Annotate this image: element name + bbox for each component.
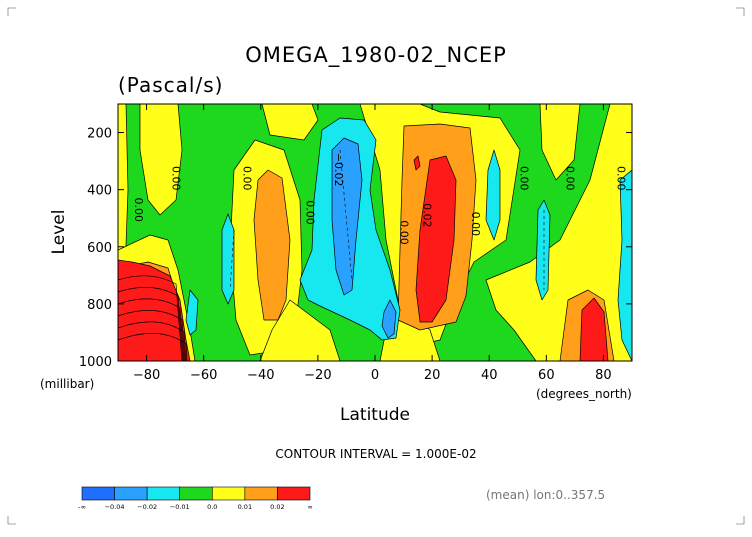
region-neg1-north-a [485,149,501,241]
x-tick-label: 80 [595,368,612,383]
x-tick-label: −20 [304,368,331,383]
x-axis-label: Latitude [340,405,410,425]
contour-labels: 0.00 0.00 0.00 0.00 −0.02 0.00 0.02 0.00 0.00 0.0… [132,153,628,245]
corner-mark [736,516,745,525]
colorbar-swatch [211,486,246,501]
x-tick-label: −80 [133,368,160,383]
contour-label: 0.00 [304,200,317,225]
colorbar-swatch [114,486,148,501]
colorbar-label: 0.0 [207,503,217,511]
y-tick-label: 600 [87,241,112,256]
page-corner-marks [7,7,745,525]
contour-line-dashed [229,229,235,291]
corner-mark [7,7,16,16]
region-neg1-south-a [185,289,199,336]
x-tick-label: −60 [190,368,217,383]
x-tick-label: 20 [424,368,441,383]
colorbar-swatch [179,486,213,501]
mean-note: (mean) lon:0..357.5 [486,488,605,502]
contour-line-dashed [339,149,353,281]
contour-label: 0.02 [421,203,434,228]
region-pos1-south-top [139,104,183,216]
colorbar-label: −0.02 [137,503,157,511]
colorbar-swatch [146,486,181,501]
region-neg1-np-edge [617,169,632,361]
x-tick-label: 0 [371,368,379,383]
colorbar-label: 0.01 [238,503,252,511]
corner-mark [736,7,745,16]
colorbar-label: 0.02 [270,503,284,511]
region-neg1-north-b [535,199,551,301]
contour-label: 0.00 [132,197,145,222]
contour-label: 0.00 [615,166,628,191]
contour-label: 0.00 [469,212,482,237]
x-axis: −80 −60 −40 −20 0 20 40 60 80 [133,104,612,383]
colorbar-label: -∞ [78,503,86,511]
contour-label: 0.00 [518,166,531,191]
region-pos3-north-dot [413,155,421,171]
plot-area [118,104,632,361]
y-axis-label: Level [49,210,69,255]
chart-title: OMEGA_1980-02_NCEP [245,43,507,68]
colorbar-label: ∞ [307,503,312,511]
region-pos2-south [253,169,291,321]
contour-line-sp [118,321,187,361]
colorbar: -∞ −0.04 −0.02 −0.01 0.0 0.01 0.02 ∞ [78,486,313,511]
contour-label: 0.00 [563,166,576,191]
contour-line-sp [118,287,184,361]
chart-units: (Pascal/s) [118,73,223,97]
x-unit-label: (degrees_north) [536,387,632,401]
colorbar-swatch [277,486,311,501]
y-axis: 200 400 600 800 1000 [79,127,632,370]
colorbar-swatch [81,486,115,501]
y-tick-label: 800 [87,298,112,313]
contour-label: 0.00 [398,220,411,245]
colorbar-label: −0.01 [170,503,190,511]
contour-line-sp [118,333,188,361]
colorbar-label: −0.04 [105,503,125,511]
region-pos3-north [415,155,457,323]
contour-line-sp [118,310,186,361]
corner-mark [7,516,16,525]
region-neg2-equator-small [381,299,397,339]
region-pos3-np [579,297,609,361]
region-neg2-equator [331,137,363,296]
x-tick-label: −40 [247,368,274,383]
y-tick-label: 1000 [79,355,112,370]
contour-interval-label: CONTOUR INTERVAL = 1.000E-02 [275,447,476,461]
y-tick-label: 200 [87,127,112,142]
contour-line-sp [118,275,183,361]
region-neg1-south-b [221,213,235,305]
region-pos1-np-top [539,104,581,181]
contour-line-sp [118,298,185,361]
contour-label: 0.00 [241,166,254,191]
y-unit-label: (millibar) [40,377,94,391]
region-pos1-top-mid [261,104,319,141]
contour-label: −0.02 [332,153,345,187]
contour-label: 0.00 [169,166,182,191]
x-tick-label: 40 [481,368,498,383]
x-tick-label: 60 [538,368,555,383]
colorbar-swatch [244,486,278,501]
region-pos1-south-bottom [259,299,341,361]
y-tick-label: 400 [87,184,112,199]
